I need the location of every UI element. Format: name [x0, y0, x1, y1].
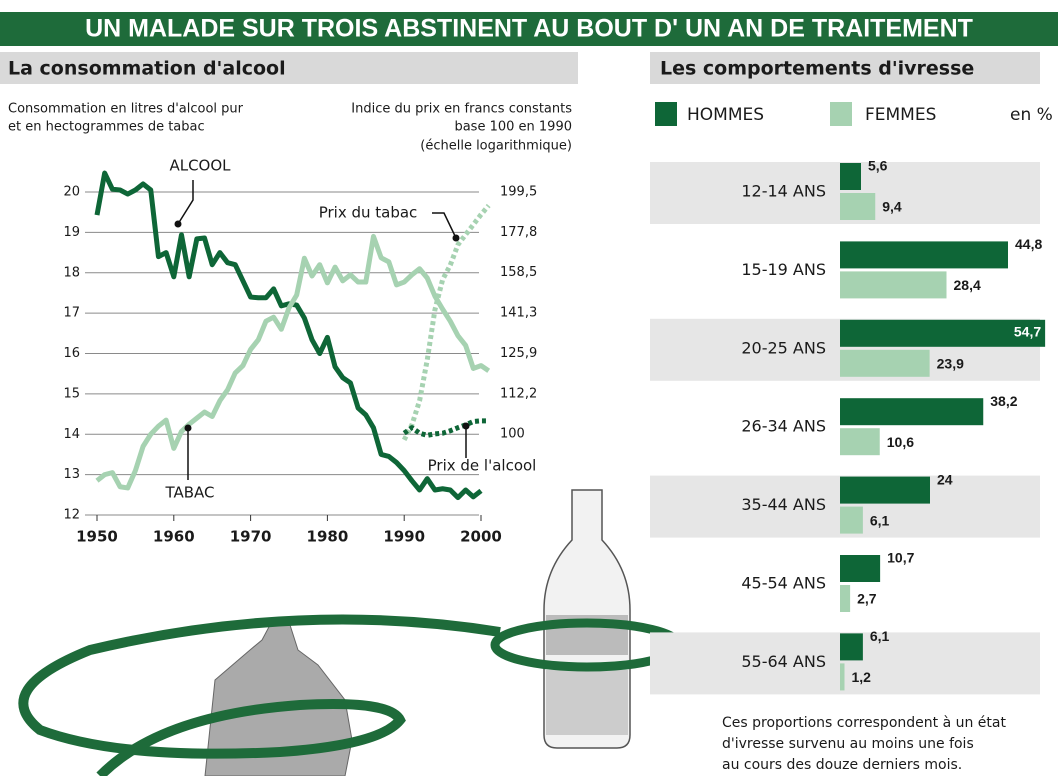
legend-label: FEMMES — [865, 105, 936, 125]
series-label: ALCOOL — [169, 157, 231, 175]
x-tick-label: 1970 — [230, 528, 272, 546]
y-tick-label: 17 — [63, 306, 80, 321]
y-axis-label: et en hectogrammes de tabac — [8, 120, 205, 135]
y2-tick-label: 125,9 — [500, 346, 537, 361]
dot — [463, 423, 470, 430]
dot — [453, 235, 460, 242]
leader — [178, 180, 193, 224]
x-tick-label: 2000 — [460, 528, 502, 546]
bar — [840, 241, 1008, 268]
bar — [840, 193, 875, 220]
category-label: 45-54 ANS — [741, 574, 826, 593]
category-label: 20-25 ANS — [741, 338, 826, 357]
unit-label: en % — [1010, 105, 1053, 125]
series-label: Prix du tabac — [319, 204, 418, 222]
illustration — [23, 490, 679, 776]
legend-swatch — [655, 102, 677, 126]
category-label: 12-14 ANS — [741, 182, 826, 201]
bar — [840, 428, 880, 455]
note: d'ivresse survenu au moins une fois — [722, 736, 974, 752]
y2-tick-label: 199,5 — [500, 185, 537, 200]
series-line — [97, 173, 481, 498]
legend-swatch — [830, 102, 852, 126]
y-tick-label: 19 — [63, 225, 80, 240]
note: au cours des douze derniers mois. — [722, 757, 962, 773]
bar — [840, 663, 845, 690]
leader — [432, 213, 456, 238]
bar — [840, 633, 863, 660]
value-label: 44,8 — [1015, 236, 1042, 252]
y2-tick-label: 100 — [500, 427, 525, 442]
bar — [840, 398, 983, 425]
value-label: 6,1 — [870, 628, 890, 644]
y2-tick-label: 112,2 — [500, 386, 537, 401]
y2-tick-label: 177,8 — [500, 225, 537, 240]
value-label: 10,6 — [887, 434, 914, 450]
page: UN MALADE SUR TROIS ABSTINENT AU BOUT D'… — [0, 0, 1058, 776]
value-label: 5,6 — [868, 158, 888, 174]
y-tick-label: 20 — [63, 185, 80, 200]
category-label: 55-64 ANS — [741, 652, 826, 671]
y-tick-label: 12 — [63, 508, 80, 523]
bar — [840, 163, 861, 190]
note: Ces proportions correspondent à un état — [722, 715, 1006, 731]
chart-title: Les comportements d'ivresse — [660, 58, 974, 80]
value-label: 24 — [937, 471, 953, 487]
y2-tick-label: 158,5 — [500, 265, 537, 280]
y2-axis-label: base 100 en 1990 — [454, 120, 572, 135]
y2-axis-label: Indice du prix en francs constants — [351, 102, 572, 117]
y-tick-label: 16 — [63, 346, 80, 361]
series-line — [97, 236, 489, 488]
value-label: 23,9 — [937, 356, 964, 372]
chart-title: La consommation d'alcool — [8, 58, 286, 80]
y-tick-label: 18 — [63, 265, 80, 280]
bar — [840, 555, 880, 582]
dot — [175, 221, 182, 228]
y-tick-label: 15 — [63, 386, 80, 401]
value-label: 2,7 — [857, 591, 877, 607]
value-label: 54,7 — [1014, 324, 1041, 340]
x-tick-label: 1980 — [307, 528, 349, 546]
x-tick-label: 1990 — [383, 528, 425, 546]
bar — [840, 271, 947, 298]
y-axis-label: Consommation en litres d'alcool pur — [8, 102, 244, 117]
series-line — [404, 206, 488, 440]
headline: UN MALADE SUR TROIS ABSTINENT AU BOUT D'… — [85, 15, 973, 43]
y2-tick-label: 141,3 — [500, 306, 537, 321]
series-label: Prix de l'alcool — [428, 457, 537, 475]
series-label: TABAC — [164, 484, 214, 502]
x-tick-label: 1960 — [153, 528, 195, 546]
value-label: 38,2 — [990, 393, 1017, 409]
x-tick-label: 1950 — [76, 528, 118, 546]
bar — [840, 507, 863, 534]
value-label: 28,4 — [954, 277, 981, 293]
bar — [840, 585, 850, 612]
category-label: 26-34 ANS — [741, 417, 826, 436]
legend-label: HOMMES — [687, 105, 764, 125]
value-label: 1,2 — [852, 669, 872, 685]
dot — [185, 425, 192, 432]
y-tick-label: 14 — [63, 427, 80, 442]
category-label: 15-19 ANS — [741, 260, 826, 279]
y2-axis-label: (échelle logarithmique) — [420, 139, 572, 154]
bar-chart: 12-14 ANS 5,6 9,4 15-19 ANS 44,8 28,4 20-25 AN… — [650, 158, 1045, 695]
category-label: 35-44 ANS — [741, 495, 826, 514]
y-tick-label: 13 — [63, 467, 80, 482]
value-label: 6,1 — [870, 512, 890, 528]
value-label: 9,4 — [882, 199, 902, 215]
bar — [840, 477, 930, 504]
bottle-label — [546, 670, 628, 735]
series-line — [404, 421, 488, 435]
bar — [840, 350, 930, 377]
value-label: 10,7 — [887, 550, 914, 566]
